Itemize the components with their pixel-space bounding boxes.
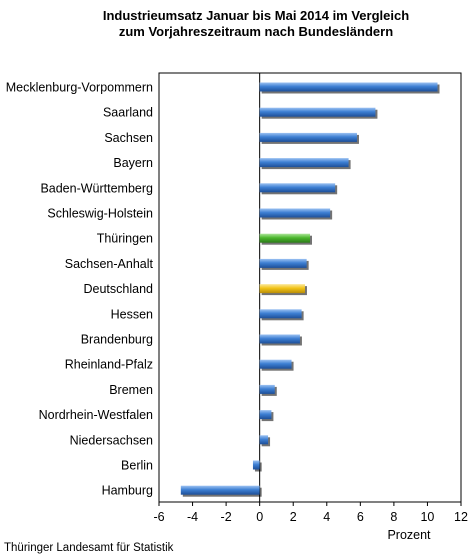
plot-border: [158, 72, 462, 503]
category-label: Nordrhein-Westfalen: [39, 408, 153, 422]
x-tick-label: 12: [454, 510, 468, 524]
category-label: Schleswig-Holstein: [47, 207, 153, 221]
bar: [259, 309, 302, 319]
x-tick-label: 0: [256, 510, 263, 524]
category-label: Hessen: [111, 307, 153, 321]
category-label: Saarland: [103, 106, 153, 120]
bar: [259, 107, 376, 117]
x-tick-label: 8: [390, 510, 397, 524]
chart-title-line-1: Industrieumsatz Januar bis Mai 2014 im V…: [103, 8, 409, 23]
bar: [252, 460, 260, 470]
x-tick-label: 4: [323, 510, 330, 524]
bar: [259, 284, 305, 294]
chart-title-line-2: zum Vorjahreszeitraum nach Bundesländern: [119, 24, 393, 39]
bar: [259, 410, 272, 420]
x-axis-unit-label: Prozent: [387, 528, 431, 542]
category-label: Rheinland-Pfalz: [65, 358, 153, 372]
category-label: Hamburg: [102, 484, 153, 498]
bar: [259, 208, 331, 218]
bar: [259, 334, 300, 344]
bars: [180, 82, 440, 497]
source-note: Thüringer Landesamt für Statistik: [4, 542, 174, 554]
bar: [259, 158, 349, 168]
category-label: Sachsen-Anhalt: [65, 257, 154, 271]
category-label: Bremen: [109, 383, 153, 397]
bar: [259, 82, 438, 92]
category-label: Mecklenburg-Vorpommern: [6, 81, 153, 95]
category-label: Deutschland: [84, 282, 154, 296]
x-tick-label: 6: [357, 510, 364, 524]
category-label: Berlin: [121, 459, 153, 473]
category-label: Sachsen: [104, 131, 153, 145]
x-tick-label: -6: [153, 510, 164, 524]
x-axis: -6 -4 -2 0 2 4 6 8 10 12: [153, 502, 468, 524]
bar: [259, 435, 269, 445]
bar: [259, 359, 292, 369]
category-label: Baden-Württemberg: [40, 181, 153, 195]
category-label: Bayern: [113, 156, 153, 170]
x-tick-label: 10: [420, 510, 434, 524]
bar: [259, 258, 307, 268]
x-tick-label: -4: [187, 510, 198, 524]
bar: [259, 132, 357, 142]
category-label: Thüringen: [97, 232, 153, 246]
bar: [180, 485, 260, 495]
x-tick-label: 2: [290, 510, 297, 524]
bar: [259, 183, 336, 193]
category-labels: Mecklenburg-Vorpommern Saarland Sachsen Bay…: [6, 81, 154, 498]
x-tick-label: -2: [221, 510, 232, 524]
bar: [259, 233, 310, 243]
bar: [259, 384, 275, 394]
category-label: Niedersachsen: [70, 433, 153, 447]
category-label: Brandenburg: [81, 333, 153, 347]
